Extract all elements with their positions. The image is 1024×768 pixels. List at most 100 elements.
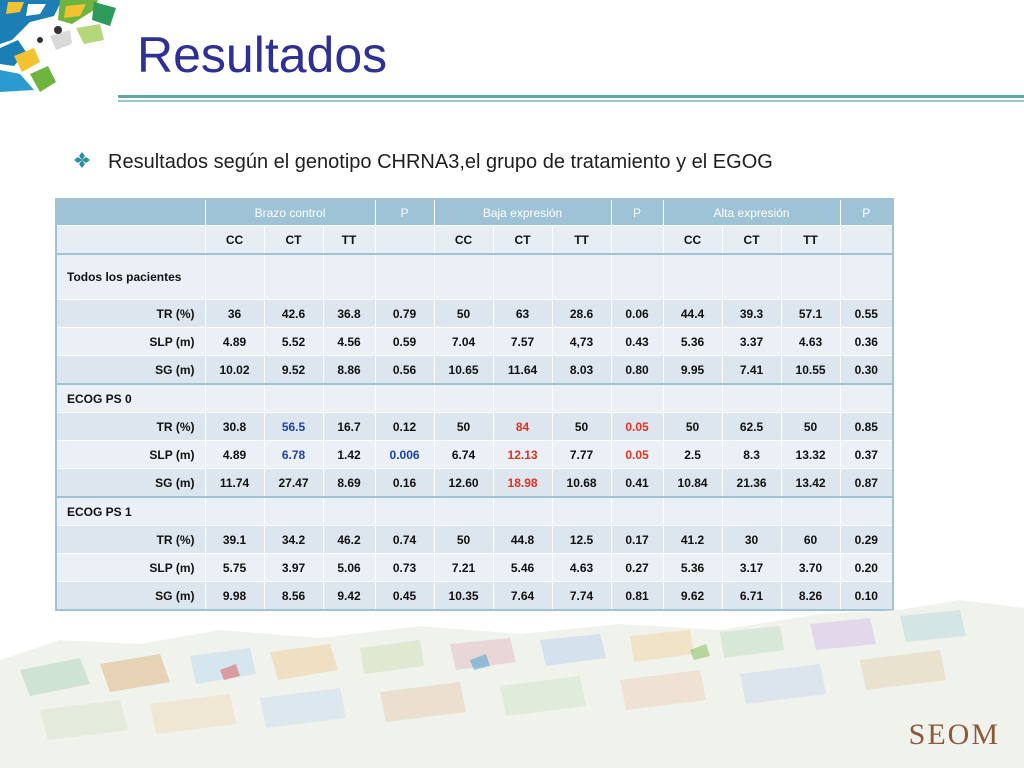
table-cell: 0.56	[374, 355, 435, 385]
table-cell: 13.32	[780, 440, 841, 469]
table-cell: 7.64	[492, 581, 553, 611]
table-cell: 4.89	[204, 440, 265, 469]
table-cell: 0.30	[839, 355, 894, 385]
table-cell: 10.65	[433, 355, 494, 385]
table-cell: 39.1	[204, 525, 265, 554]
table-cell: 0.45	[374, 581, 435, 611]
table-cell: 60	[780, 525, 841, 554]
table-cell: 0.74	[374, 525, 435, 554]
table-cell: 9.62	[662, 581, 723, 611]
section-header-row: Todos los pacientes	[55, 253, 894, 300]
table-cell: 36.8	[322, 299, 376, 328]
table-cell: 57.1	[780, 299, 841, 328]
table-row: SG (m) 10.02 9.52 8.86 0.56 10.65 11.64 …	[55, 355, 894, 385]
table-cell: 0.81	[610, 581, 664, 611]
table-cell: 10.02	[204, 355, 265, 385]
table-cell: 0.20	[839, 553, 894, 582]
table-cell: 8.56	[263, 581, 324, 611]
table-row: SLP (m) 5.75 3.97 5.06 0.73 7.21 5.46 4.…	[55, 553, 894, 582]
table-cell: 0.43	[610, 327, 664, 356]
table-cell: 0.41	[610, 468, 664, 498]
table-cell: 0.16	[374, 468, 435, 498]
subheader-cell: CT	[263, 225, 324, 255]
table-row: TR (%) 36 42.6 36.8 0.79 50 63 28.6 0.06…	[55, 299, 894, 328]
table-cell: 0.29	[839, 525, 894, 554]
table-cell: 4.63	[780, 327, 841, 356]
table-cell: 10.68	[551, 468, 612, 498]
seom-logo: SEOM	[908, 718, 1000, 751]
table-cell-highlight: 18.98	[492, 468, 553, 498]
table-cell: 50	[433, 412, 494, 441]
table-cell: 0.36	[839, 327, 894, 356]
table-cell: 0.55	[839, 299, 894, 328]
table-cell: 3.97	[263, 553, 324, 582]
table-cell: 1.42	[322, 440, 376, 469]
header-alta-expresion: Alta expresión	[662, 198, 841, 226]
table-cell: 7.41	[721, 355, 782, 385]
table-cell: 5.36	[662, 327, 723, 356]
table-cell: 27.47	[263, 468, 324, 498]
table-cell: 50	[433, 525, 494, 554]
table-cell: 4.56	[322, 327, 376, 356]
row-label: SLP (m)	[55, 440, 206, 469]
table-cell: 50	[433, 299, 494, 328]
table-genotype-header-row: CC CT TT CC CT TT CC CT TT	[55, 225, 894, 255]
table-cell: 44.8	[492, 525, 553, 554]
table-cell: 8.26	[780, 581, 841, 611]
table-cell: 5.06	[322, 553, 376, 582]
table-cell: 5.75	[204, 553, 265, 582]
section-ecog-ps-1: ECOG PS 1 TR (%) 39.1 34.2 46.2 0.74 50 …	[55, 496, 894, 611]
table-cell: 0.06	[610, 299, 664, 328]
row-label: SG (m)	[55, 581, 206, 611]
table-cell: 0.59	[374, 327, 435, 356]
table-cell: 2.5	[662, 440, 723, 469]
table-cell: 16.7	[322, 412, 376, 441]
header-p: P	[374, 198, 435, 226]
section-header-row: ECOG PS 1	[55, 496, 894, 526]
section-header-row: ECOG PS 0	[55, 383, 894, 413]
subheader-cell: CT	[492, 225, 553, 255]
title-divider-secondary	[118, 100, 1024, 102]
section-ecog-ps-0: ECOG PS 0 TR (%) 30.8 56.5 16.7 0.12 50 …	[55, 383, 894, 498]
header-p: P	[839, 198, 894, 226]
mosaic-logo-icon	[0, 0, 116, 92]
table-cell: 9.52	[263, 355, 324, 385]
table-cell: 50	[551, 412, 612, 441]
table-cell: 21.36	[721, 468, 782, 498]
row-label: TR (%)	[55, 525, 206, 554]
title-divider	[118, 95, 1024, 98]
table-cell: 50	[780, 412, 841, 441]
table-cell: 46.2	[322, 525, 376, 554]
table-cell: 12.5	[551, 525, 612, 554]
table-cell: 0.85	[839, 412, 894, 441]
row-label: SG (m)	[55, 355, 206, 385]
table-cell: 7.57	[492, 327, 553, 356]
subheader-cell	[610, 225, 664, 255]
mosaic-background-icon	[0, 600, 1024, 768]
header-brazo-control: Brazo control	[204, 198, 376, 226]
table-row: TR (%) 30.8 56.5 16.7 0.12 50 84 50 0.05…	[55, 412, 894, 441]
table-cell-highlight: 0.05	[610, 440, 664, 469]
row-label: TR (%)	[55, 412, 206, 441]
section-todos-los-pacientes: Todos los pacientes TR (%) 36 42.6 36.8 …	[55, 253, 894, 385]
table-cell: 0.79	[374, 299, 435, 328]
results-table: Brazo control P Baja expresión P Alta ex…	[55, 198, 895, 611]
subheader-cell	[374, 225, 435, 255]
section-label: ECOG PS 1	[55, 496, 206, 526]
row-label: SG (m)	[55, 468, 206, 498]
table-cell: 36	[204, 299, 265, 328]
table-cell: 0.87	[839, 468, 894, 498]
table-cell: 30	[721, 525, 782, 554]
table-row: SG (m) 11.74 27.47 8.69 0.16 12.60 18.98…	[55, 468, 894, 498]
subheader-cell	[55, 225, 206, 255]
subheader-cell: CT	[721, 225, 782, 255]
subheader-cell: TT	[551, 225, 612, 255]
table-cell: 10.84	[662, 468, 723, 498]
table-cell: 41.2	[662, 525, 723, 554]
table-cell: 28.6	[551, 299, 612, 328]
table-cell: 44.4	[662, 299, 723, 328]
row-label: SLP (m)	[55, 327, 206, 356]
table-cell-highlight: 0.006	[374, 440, 435, 469]
table-row: SLP (m) 4.89 5.52 4.56 0.59 7.04 7.57 4,…	[55, 327, 894, 356]
table-row: TR (%) 39.1 34.2 46.2 0.74 50 44.8 12.5 …	[55, 525, 894, 554]
